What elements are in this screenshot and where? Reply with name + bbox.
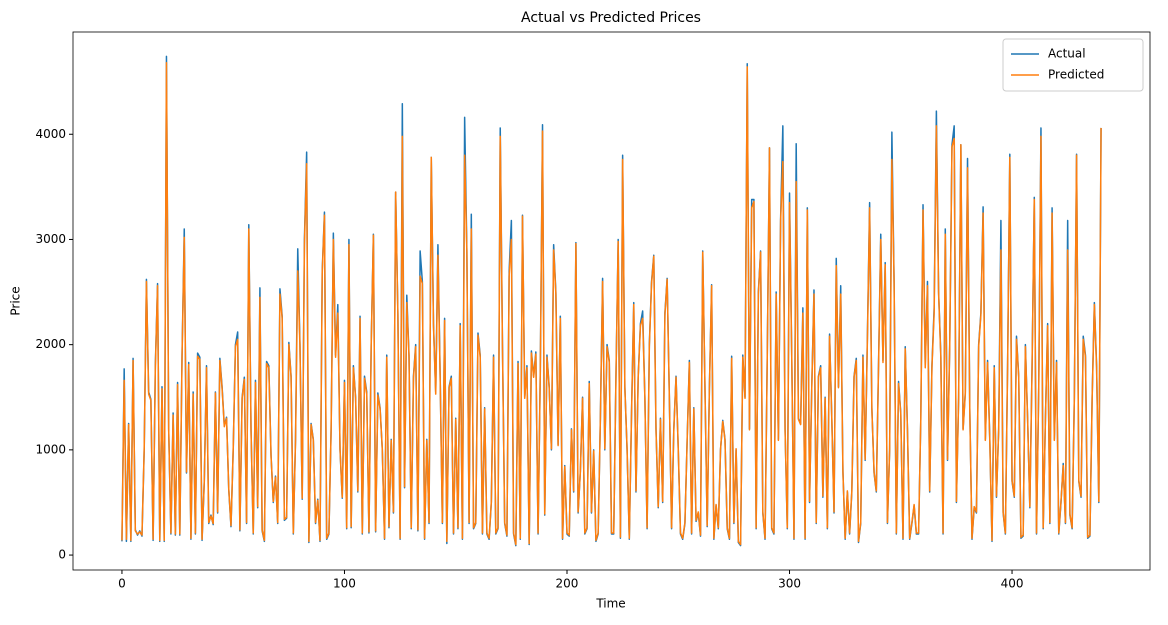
line-series	[121, 61, 1102, 546]
y-tick-label: 2000	[35, 337, 66, 351]
y-tick-label: 1000	[35, 442, 66, 456]
x-tick-label: 100	[333, 577, 356, 591]
chart-title: Actual vs Predicted Prices	[521, 10, 701, 26]
x-tick-label: 400	[1001, 577, 1024, 591]
plot-frame	[72, 31, 1151, 571]
y-tick-label: 4000	[35, 127, 66, 141]
legend-label: Actual	[1048, 47, 1086, 61]
x-tick-label: 0	[118, 577, 126, 591]
x-tick-label: 300	[778, 577, 801, 591]
y-tick-label: 3000	[35, 232, 66, 246]
y-tick-label: 0	[58, 548, 66, 562]
legend-label: Predicted	[1048, 68, 1104, 82]
x-axis-label: Time	[595, 597, 625, 611]
y-axis-label: Price	[9, 286, 23, 315]
legend-box	[1002, 38, 1144, 92]
x-tick-label: 200	[556, 577, 579, 591]
